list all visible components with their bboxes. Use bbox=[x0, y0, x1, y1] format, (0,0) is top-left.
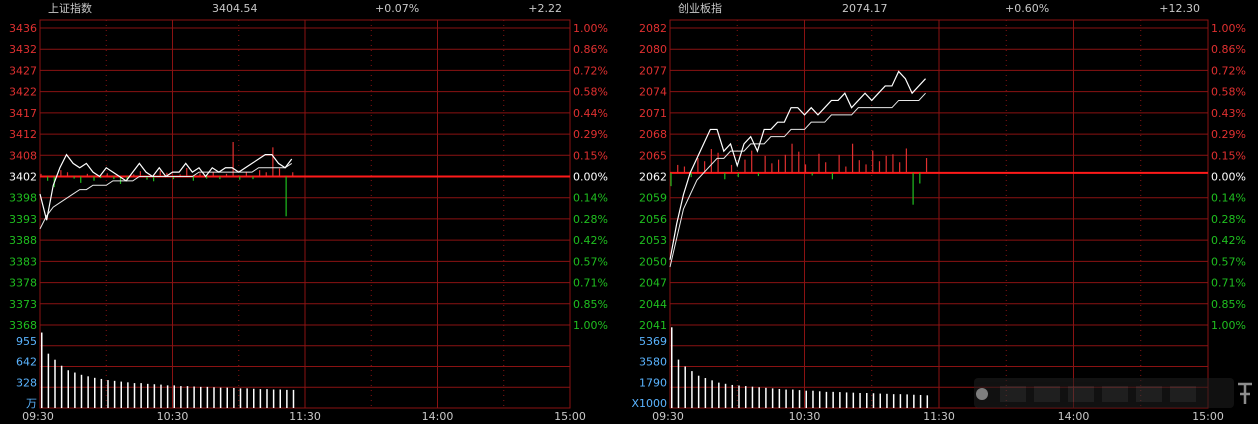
y-tick-label: 3417 bbox=[9, 107, 37, 120]
pct-tick-label: 1.00% bbox=[573, 22, 608, 35]
y-tick-label: 3378 bbox=[9, 277, 37, 290]
volume-bar bbox=[279, 389, 281, 408]
pct-tick-label: 0.15% bbox=[573, 149, 608, 162]
pct-tick-label: 0.72% bbox=[573, 64, 608, 77]
y-tick-label: 3383 bbox=[9, 255, 37, 268]
volume-tick-label: 642 bbox=[16, 356, 37, 369]
pct-tick-label: 0.44% bbox=[573, 107, 608, 120]
price-line bbox=[39, 153, 293, 221]
volume-bar bbox=[147, 383, 149, 408]
y-tick-label: 3373 bbox=[9, 298, 37, 311]
volume-bar bbox=[47, 353, 50, 408]
volume-bar bbox=[219, 387, 222, 408]
volume-bar bbox=[113, 380, 116, 408]
volume-bar bbox=[272, 389, 275, 408]
time-tick-label: 14:00 bbox=[422, 410, 454, 423]
y-tick-label: 3422 bbox=[9, 86, 37, 99]
y-tick-label: 3408 bbox=[9, 149, 37, 162]
pct-tick-label: 0.14% bbox=[573, 192, 608, 205]
volume-bar bbox=[87, 376, 89, 408]
volume-bar bbox=[166, 385, 169, 408]
index-price: 3404.54 bbox=[212, 2, 258, 15]
volume-bar bbox=[100, 378, 103, 408]
volume-bar bbox=[133, 383, 136, 408]
volume-bar bbox=[186, 386, 189, 408]
pct-tick-label: 0.85% bbox=[573, 298, 608, 311]
pct-tick-label: 0.86% bbox=[573, 43, 608, 56]
volume-bar bbox=[226, 387, 228, 408]
volume-bar bbox=[206, 386, 209, 408]
pct-tick-label: 0.28% bbox=[573, 213, 608, 226]
volume-bar bbox=[213, 387, 215, 408]
volume-bar bbox=[140, 383, 142, 408]
pct-tick-label: 0.42% bbox=[573, 234, 608, 247]
volume-bar bbox=[80, 374, 83, 408]
time-tick-label: 15:00 bbox=[554, 410, 586, 423]
pct-tick-label: 0.58% bbox=[573, 86, 608, 99]
volume-bar bbox=[246, 388, 248, 408]
volume-bar bbox=[239, 388, 242, 408]
volume-bar bbox=[259, 389, 262, 408]
volume-bar bbox=[193, 386, 195, 408]
volume-tick-label: 328 bbox=[16, 376, 37, 389]
pct-tick-label: 0.57% bbox=[573, 255, 608, 268]
y-tick-label: 3412 bbox=[9, 128, 37, 141]
time-tick-label: 11:30 bbox=[289, 410, 321, 423]
volume-bar bbox=[120, 381, 122, 408]
volume-bar bbox=[173, 385, 175, 408]
volume-bar bbox=[60, 365, 63, 408]
y-tick-label: 3427 bbox=[9, 64, 37, 77]
y-tick-label: 3393 bbox=[9, 213, 37, 226]
volume-unit-label: 万 bbox=[26, 397, 37, 410]
volume-bar bbox=[266, 389, 268, 408]
index-name: 上证指数 bbox=[48, 1, 92, 15]
volume-bar bbox=[127, 382, 129, 408]
time-tick-label: 10:30 bbox=[157, 410, 189, 423]
pct-tick-label: 0.00% bbox=[573, 171, 608, 184]
y-tick-label: 3436 bbox=[9, 22, 37, 35]
volume-bar bbox=[160, 384, 162, 408]
volume-bar bbox=[54, 359, 56, 408]
index-pct-change: +0.07% bbox=[375, 2, 419, 15]
pct-tick-label: 1.00% bbox=[573, 319, 608, 332]
pct-tick-label: 0.29% bbox=[573, 128, 608, 141]
volume-bar bbox=[253, 388, 255, 408]
volume-bar bbox=[107, 380, 109, 408]
volume-bar bbox=[74, 372, 76, 408]
volume-bar bbox=[200, 386, 202, 408]
volume-bar bbox=[286, 389, 288, 408]
volume-bar bbox=[94, 377, 96, 408]
y-tick-label: 3388 bbox=[9, 234, 37, 247]
time-tick-label: 09:30 bbox=[22, 410, 54, 423]
volume-bar bbox=[180, 386, 182, 408]
pct-tick-label: 0.71% bbox=[573, 277, 608, 290]
y-tick-label: 3402 bbox=[9, 171, 37, 184]
volume-bar bbox=[233, 388, 235, 408]
y-tick-label: 3368 bbox=[9, 319, 37, 332]
y-tick-label: 3398 bbox=[9, 192, 37, 205]
volume-bar bbox=[153, 384, 156, 408]
volume-tick-label: 955 bbox=[16, 335, 37, 348]
index-change: +2.22 bbox=[528, 2, 562, 15]
volume-bar bbox=[41, 332, 43, 408]
volume-bar bbox=[67, 370, 69, 408]
y-tick-label: 3432 bbox=[9, 43, 37, 56]
volume-bar bbox=[292, 389, 295, 408]
